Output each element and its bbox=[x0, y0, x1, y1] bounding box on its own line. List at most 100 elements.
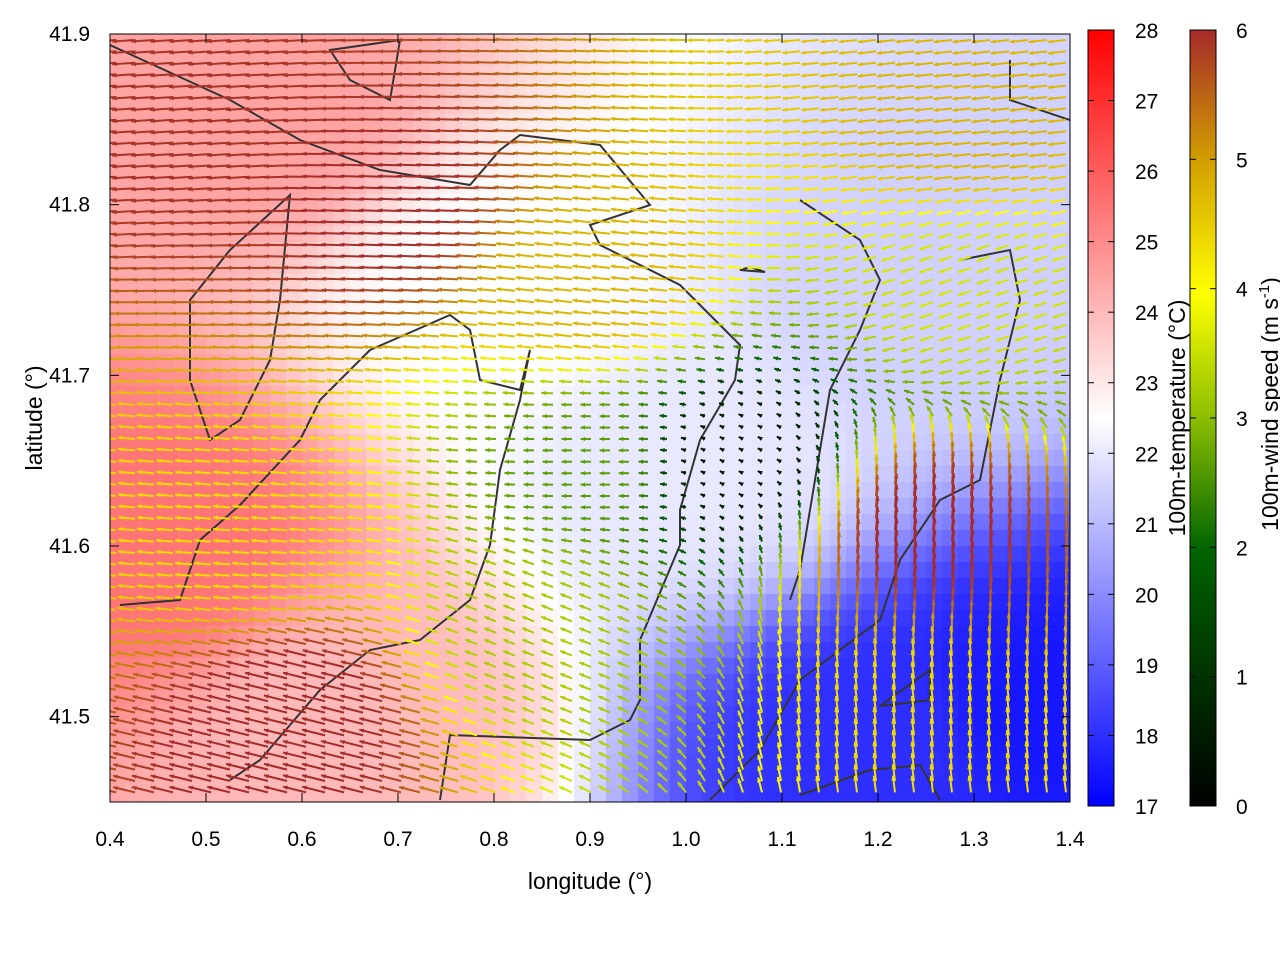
temperature-cell bbox=[814, 162, 831, 179]
temperature-cell bbox=[142, 354, 159, 371]
wind-vector bbox=[110, 630, 117, 634]
temperature-cell bbox=[814, 578, 831, 595]
temperature-cell bbox=[1006, 322, 1023, 339]
temperature-cell bbox=[606, 82, 623, 99]
temperature-cell bbox=[206, 450, 223, 467]
temperature-cell bbox=[974, 690, 991, 707]
temperature-cell bbox=[830, 146, 847, 163]
temperature-cell bbox=[1022, 626, 1039, 643]
temperature-cell bbox=[350, 466, 367, 483]
temperature-cell bbox=[974, 82, 991, 99]
temperature-cell bbox=[574, 594, 591, 611]
temperature-cell bbox=[622, 770, 639, 787]
temperature-cell bbox=[494, 290, 511, 307]
temperature-cell bbox=[494, 226, 511, 243]
temperature-cell bbox=[702, 738, 719, 755]
temperature-cell bbox=[718, 770, 735, 787]
temperature-cell bbox=[430, 370, 447, 387]
temperature-cell bbox=[446, 274, 463, 291]
temperature-cell bbox=[766, 258, 783, 275]
temperature-cell bbox=[974, 258, 991, 275]
wind-vector bbox=[110, 778, 117, 782]
temperature-cell bbox=[990, 658, 1007, 675]
temperature-cell bbox=[702, 594, 719, 611]
wind-vector-head bbox=[112, 61, 117, 67]
temperature-cell bbox=[558, 386, 575, 403]
temperature-cell bbox=[1022, 162, 1039, 179]
temperature-cell bbox=[654, 530, 671, 547]
contour-line bbox=[328, 38, 402, 102]
temperature-cell bbox=[494, 34, 511, 51]
temperature-cell bbox=[526, 434, 543, 451]
wind-vector-head bbox=[93, 187, 98, 191]
wind-vector-head bbox=[93, 85, 98, 89]
temperature-cell bbox=[974, 162, 991, 179]
temperature-cell bbox=[254, 434, 271, 451]
temperature-cell bbox=[558, 482, 575, 499]
temperature-cell bbox=[974, 450, 991, 467]
temperature-cell bbox=[622, 754, 639, 771]
temperature-cell bbox=[894, 514, 911, 531]
temperature-cell bbox=[446, 258, 463, 275]
temperature-cell bbox=[622, 338, 639, 355]
wind-vector-head bbox=[93, 119, 98, 123]
temperature-cell bbox=[414, 258, 431, 275]
temperature-cell bbox=[238, 82, 255, 99]
temperature-cell bbox=[798, 306, 815, 323]
temperature-cell bbox=[862, 546, 879, 563]
temperature-cell bbox=[670, 418, 687, 435]
temperature-cell bbox=[398, 290, 415, 307]
temperature-cell bbox=[622, 434, 639, 451]
temperature-cell bbox=[782, 338, 799, 355]
temperature-cell bbox=[942, 594, 959, 611]
temperature-cell bbox=[414, 626, 431, 643]
temperature-cell bbox=[942, 290, 959, 307]
temperature-cell bbox=[398, 434, 415, 451]
temperature-cell bbox=[910, 290, 927, 307]
wind-vector bbox=[110, 619, 117, 623]
wind-vector-head bbox=[97, 629, 102, 633]
temperature-cell bbox=[606, 690, 623, 707]
temperature-cell bbox=[990, 98, 1007, 115]
temperature-cell bbox=[654, 114, 671, 131]
temperature-cell bbox=[574, 434, 591, 451]
temperature-cell bbox=[446, 770, 463, 787]
temperature-cell bbox=[750, 402, 767, 419]
temperature-cell bbox=[558, 306, 575, 323]
temperature-cell bbox=[798, 578, 815, 595]
temperature-cell bbox=[782, 274, 799, 291]
temperature-cell bbox=[798, 66, 815, 83]
temperature-cell bbox=[638, 178, 655, 195]
temperature-cell bbox=[878, 530, 895, 547]
wind-vector-head bbox=[96, 662, 101, 666]
temperature-cell bbox=[1022, 322, 1039, 339]
temperature-cell bbox=[798, 34, 815, 51]
temperature-cell bbox=[814, 530, 831, 547]
temperature-cell bbox=[302, 290, 319, 307]
temperature-cell bbox=[766, 274, 783, 291]
temperature-cell bbox=[574, 50, 591, 67]
temperature-cell bbox=[270, 434, 287, 451]
temperature-cell bbox=[1006, 706, 1023, 723]
temperature-cell bbox=[750, 578, 767, 595]
temperature-cell bbox=[654, 258, 671, 275]
temperature-cell bbox=[830, 34, 847, 51]
temperature-cell bbox=[814, 306, 831, 323]
temperature-cell bbox=[190, 450, 207, 467]
temperature-cell bbox=[910, 498, 927, 515]
temperature-cell bbox=[1022, 754, 1039, 771]
temperature-cell bbox=[1022, 786, 1039, 802]
temperature-cell bbox=[1054, 642, 1070, 659]
wind-vector-head bbox=[117, 572, 123, 577]
temperature-cell bbox=[478, 674, 495, 691]
temperature-cell bbox=[862, 562, 879, 579]
temperature-cell bbox=[942, 578, 959, 595]
temperature-cell bbox=[1054, 530, 1070, 547]
wind-vector-head bbox=[93, 62, 98, 66]
temperature-cell bbox=[206, 114, 223, 131]
temperature-cell bbox=[510, 146, 527, 163]
temperature-cell bbox=[734, 114, 751, 131]
wind-vector-head bbox=[99, 550, 104, 554]
temperature-cell bbox=[718, 34, 735, 51]
wind-vector-head bbox=[112, 73, 117, 78]
